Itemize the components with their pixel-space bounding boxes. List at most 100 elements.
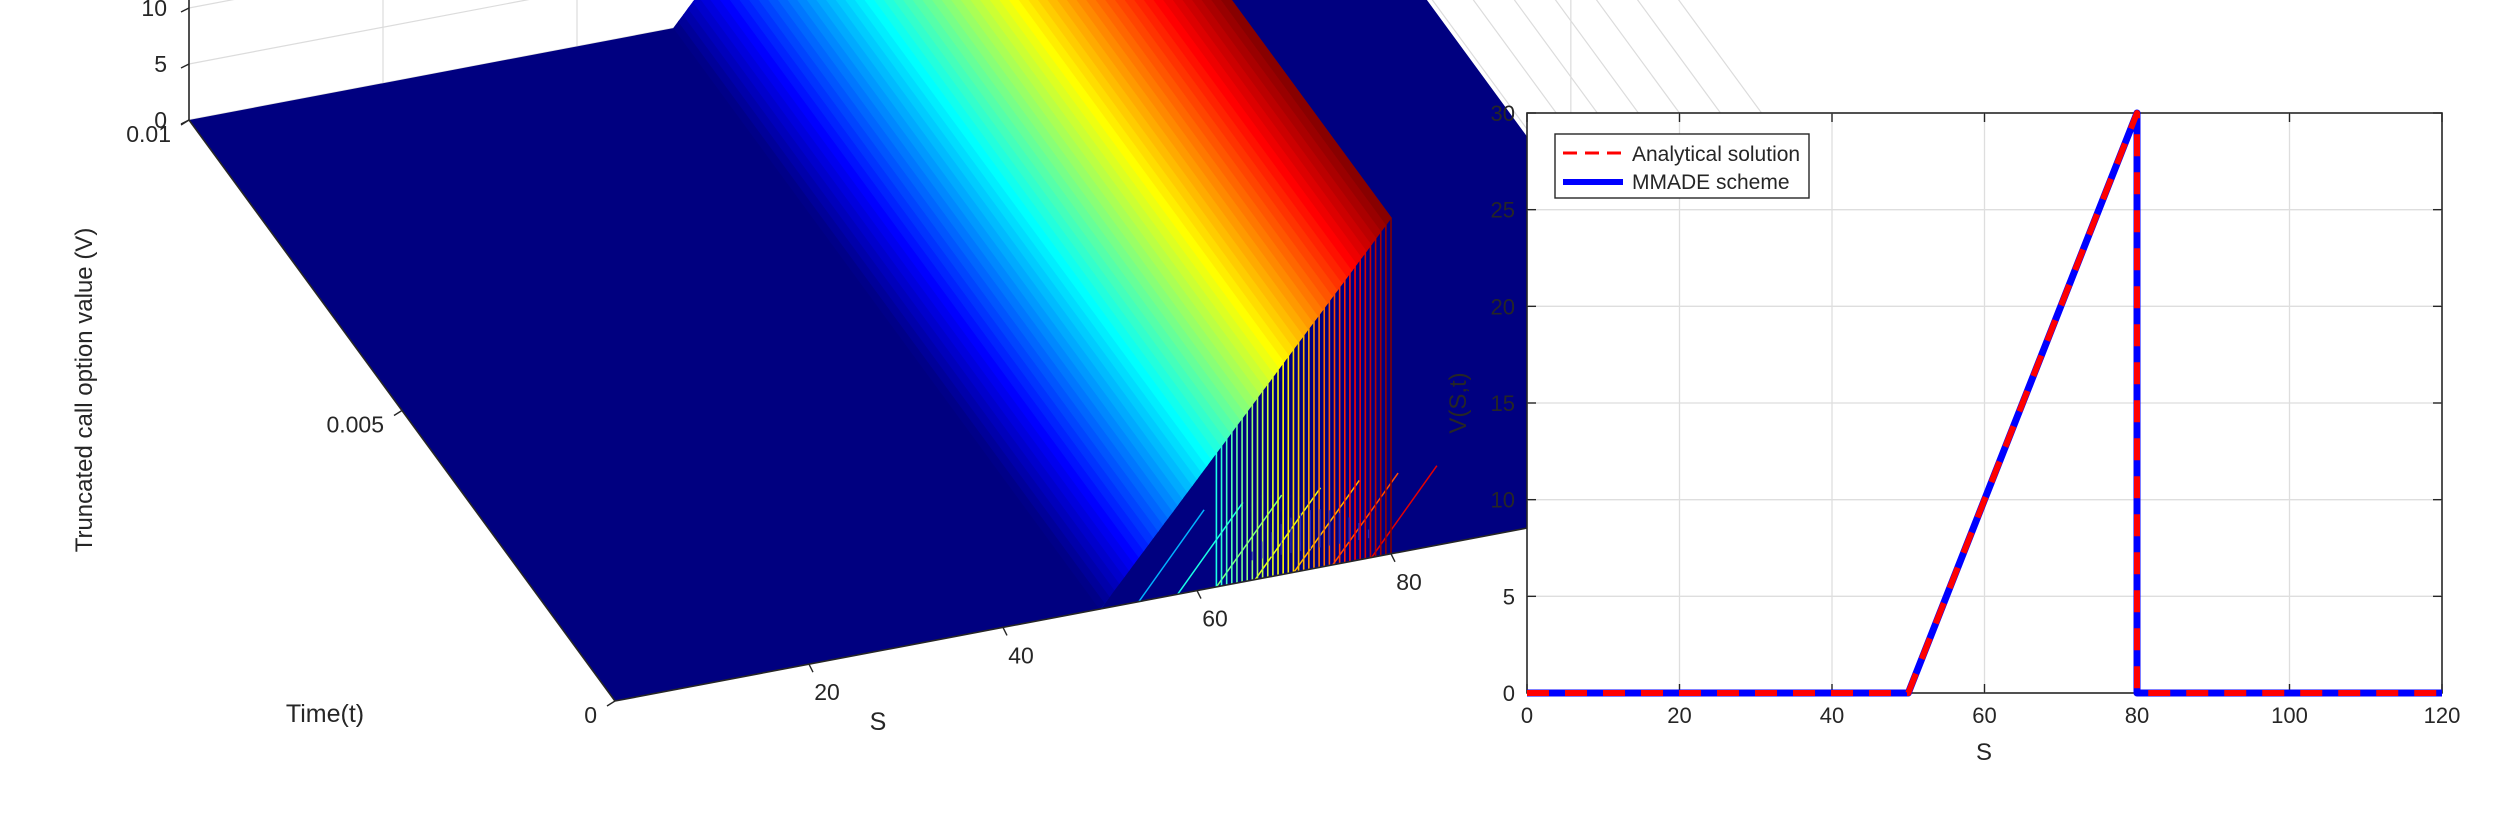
legend-box (1554, 133, 1810, 199)
surface-x-tick-label: 80 (1396, 569, 1422, 595)
surface-band (980, 0, 1271, 389)
surface-z-tick-label: 5 (154, 51, 167, 77)
surface-band (710, 0, 1135, 571)
surface-band (1095, 0, 1329, 311)
surface-y-tick-label: 0.01 (126, 121, 171, 147)
surface-band (1220, 0, 1392, 226)
line-x-axis-label: S (1976, 739, 1992, 766)
surface-band (1047, 0, 1305, 343)
surface-band (1153, 0, 1358, 272)
line-y-axis-label: V(S,t) (1445, 372, 1472, 433)
line-x-tick-label: 120 (2424, 703, 2461, 728)
line-y-tick-label: 5 (1503, 584, 1515, 609)
surface-band (1057, 0, 1310, 337)
surface-band (729, 0, 1145, 558)
surface-z-tick (180, 7, 190, 13)
surface-band (1037, 0, 1300, 350)
surface-x-tick (808, 663, 814, 673)
surface-band (1134, 0, 1349, 285)
line-ticks: 0 20 40 60 80 100 120 0 5 10 15 20 25 30 (1491, 101, 2461, 728)
surface-z-tick-label: 10 (141, 0, 167, 21)
surface-gridline (1636, 0, 1785, 200)
surface-z-tick (180, 63, 190, 69)
surface-floor-contour (1293, 479, 1360, 573)
surface-band (1018, 0, 1290, 363)
surface-floor-contour (1370, 465, 1438, 558)
surface-x-axis-label: S (870, 708, 887, 736)
surface-y-tick (606, 700, 616, 707)
surface-band (1076, 0, 1320, 324)
surface-band (1192, 0, 1378, 245)
line-x-tick-label: 60 (1972, 703, 1996, 728)
surface-band (922, 0, 1242, 428)
surface-band (1143, 0, 1353, 278)
surface-band (1172, 0, 1368, 258)
line-y-tick-label: 0 (1503, 681, 1515, 706)
surface-gridline (1595, 0, 1785, 256)
surface-band (826, 0, 1193, 493)
surface-band (768, 0, 1164, 532)
line-y-tick-label: 15 (1491, 391, 1515, 416)
surface-y-tick-label: 0.005 (326, 412, 384, 438)
surface-band (816, 0, 1189, 500)
surface-y-ticks: 0.01 0.005 0 (126, 119, 616, 728)
surface-band (787, 0, 1174, 519)
surface-band (970, 0, 1266, 395)
surface-band (864, 0, 1213, 467)
surface-y-axis-label: Time(t) (286, 700, 364, 728)
line-y-tick-label: 30 (1491, 101, 1515, 126)
surface-band (720, 0, 1140, 565)
surface-x-tick-label: 20 (814, 679, 840, 705)
line-x-tick-label: 20 (1667, 703, 1691, 728)
surface-floor-contour (1138, 509, 1205, 603)
surface-x-tick (1390, 553, 1396, 563)
surface-hatch (1215, 217, 1392, 587)
surface-band (1163, 0, 1363, 265)
surface-band (1124, 0, 1344, 291)
surface-band (1105, 0, 1334, 304)
surface-band (1066, 0, 1315, 330)
surface-band (1211, 0, 1387, 232)
surface-band (1086, 0, 1324, 317)
line-x-tick-label: 100 (2271, 703, 2308, 728)
surface-band (835, 0, 1198, 487)
surface-band (1115, 0, 1339, 298)
surface-x-tick-label: 40 (1008, 642, 1034, 668)
line-plot: 0 20 40 60 80 100 120 0 5 10 15 20 25 30 Analytical s… (1445, 101, 2460, 766)
surface-z-tick (180, 119, 190, 125)
surface-band (941, 0, 1252, 415)
legend: Analytical solution MMADE scheme (1554, 133, 1810, 199)
surface-band (854, 0, 1208, 474)
series-analytical-line (1527, 110, 2442, 696)
surface-body (673, 0, 1392, 611)
legend-label-mmade: MMADE scheme (1632, 171, 1790, 194)
line-x-tick-label: 40 (1820, 703, 1844, 728)
surface-band (999, 0, 1281, 376)
surface-band (692, 0, 1126, 584)
surface-band (960, 0, 1261, 402)
line-x-tick-label: 0 (1521, 703, 1533, 728)
surface-band (883, 0, 1223, 454)
surface-band (777, 0, 1169, 526)
surface-y-tick (393, 409, 403, 417)
surface-band (758, 0, 1159, 539)
surface-band (1008, 0, 1286, 369)
surface-y-tick-label: 0 (584, 702, 597, 728)
surface-x-tick-label: 60 (1202, 606, 1228, 632)
surface-band (874, 0, 1218, 461)
surface-band (797, 0, 1179, 513)
surface-band (806, 0, 1184, 506)
surface-z-axis-label: Truncated call option value (V) (71, 228, 98, 553)
line-y-tick-label: 25 (1491, 198, 1515, 223)
surface-band (749, 0, 1155, 545)
surface-x-tick (1002, 627, 1008, 636)
line-y-tick-label: 10 (1491, 488, 1515, 513)
surface-band (932, 0, 1247, 421)
surface-band (912, 0, 1237, 435)
surface-band (903, 0, 1232, 441)
surface-band (1028, 0, 1295, 356)
legend-label-analytical: Analytical solution (1632, 143, 1800, 166)
